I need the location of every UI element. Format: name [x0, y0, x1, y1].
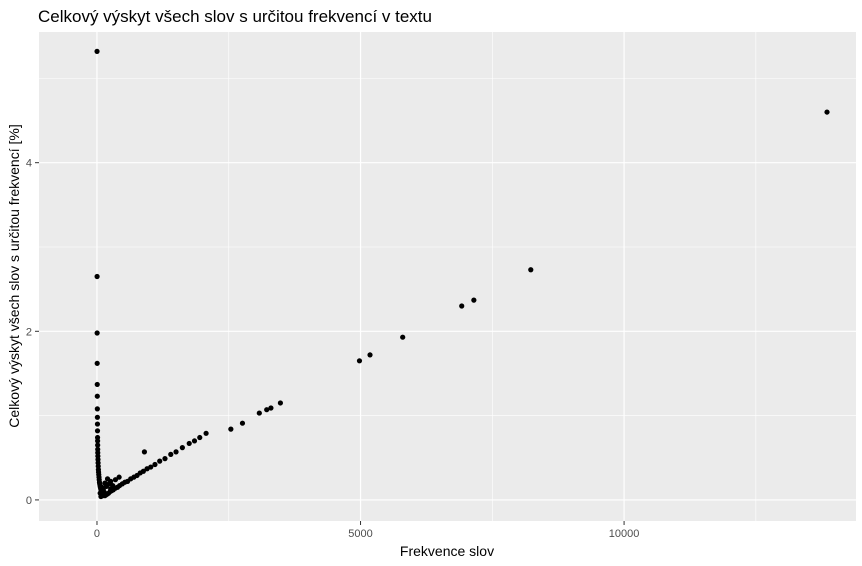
data-point: [94, 393, 100, 399]
data-point: [116, 474, 122, 480]
data-point: [228, 426, 234, 432]
data-point: [268, 405, 274, 411]
data-point: [528, 267, 534, 273]
x-axis-title: Frekvence slov: [400, 543, 494, 559]
x-axis: 0 5000 10000: [94, 521, 639, 540]
x-tick-label: 10000: [609, 528, 640, 540]
data-point: [152, 461, 158, 468]
y-tick-label: 4: [26, 158, 32, 170]
data-point: [94, 428, 101, 434]
grid-major: [39, 32, 856, 521]
data-point: [356, 358, 363, 364]
data-point: [94, 330, 100, 336]
y-axis-title: Celkový výskyt všech slov s určitou frek…: [6, 124, 22, 427]
data-point: [239, 420, 246, 426]
grid-minor: [39, 32, 856, 521]
data-point: [101, 489, 107, 495]
data-point: [459, 303, 465, 309]
data-point: [108, 486, 114, 492]
data-point: [95, 442, 101, 448]
data-point: [94, 48, 100, 54]
data-point: [94, 360, 100, 366]
x-tick-label: 0: [94, 528, 100, 540]
data-point: [179, 445, 185, 451]
data-point: [186, 440, 192, 447]
data-point: [173, 449, 179, 455]
data-point: [400, 334, 406, 340]
data-point: [471, 297, 477, 303]
plot-panel: [39, 32, 856, 521]
data-point: [264, 407, 270, 413]
data-point: [197, 434, 203, 441]
data-point: [162, 456, 168, 462]
data-point: [824, 109, 830, 115]
data-point: [94, 414, 101, 420]
data-point: [277, 400, 284, 406]
data-point: [141, 449, 148, 455]
data-point: [112, 477, 119, 483]
data-point: [140, 468, 146, 474]
data-points: [94, 48, 830, 500]
data-point: [367, 352, 373, 358]
data-point: [94, 406, 100, 412]
data-point: [108, 478, 114, 484]
data-point: [168, 451, 174, 457]
y-tick-label: 2: [26, 326, 32, 338]
data-point: [94, 273, 100, 280]
data-point: [94, 421, 101, 427]
data-point: [148, 464, 154, 470]
x-tick-label: 5000: [348, 528, 372, 540]
data-point: [203, 430, 209, 436]
data-point: [157, 458, 163, 464]
chart-title: Celkový výskyt všech slov s určitou frek…: [38, 7, 432, 26]
data-point: [191, 438, 198, 444]
y-axis: 0 2 4: [26, 158, 39, 507]
data-point: [256, 410, 262, 416]
y-tick-label: 0: [26, 495, 32, 507]
data-point: [95, 438, 101, 444]
data-point: [94, 381, 100, 388]
